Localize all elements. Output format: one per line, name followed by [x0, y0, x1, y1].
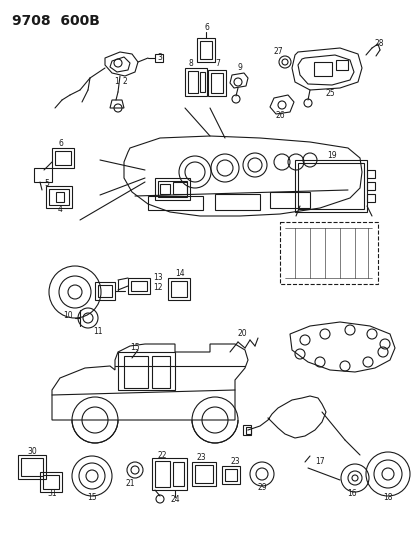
Text: 6: 6 — [58, 140, 63, 149]
Bar — [297, 163, 363, 209]
Bar — [313, 62, 331, 76]
Text: 25: 25 — [324, 90, 334, 99]
Text: 15: 15 — [130, 343, 140, 352]
Bar — [147, 196, 202, 210]
Text: 5: 5 — [44, 180, 49, 189]
Text: 2: 2 — [122, 77, 127, 86]
Bar — [95, 282, 115, 300]
Bar — [49, 189, 69, 205]
Text: 12: 12 — [153, 284, 162, 293]
Bar — [366, 194, 374, 202]
Bar — [46, 186, 72, 208]
Bar — [154, 461, 170, 487]
Bar — [168, 278, 190, 300]
Bar — [18, 455, 46, 479]
Text: 9: 9 — [237, 63, 242, 72]
Bar — [98, 285, 112, 297]
Bar — [40, 472, 62, 492]
Text: 16: 16 — [347, 489, 356, 498]
Bar — [195, 465, 212, 483]
Bar — [128, 278, 150, 294]
Text: 23: 23 — [230, 457, 240, 466]
Bar — [188, 71, 197, 93]
Bar — [173, 182, 187, 194]
Bar — [154, 178, 190, 200]
Bar — [207, 70, 225, 96]
Text: 27: 27 — [273, 47, 282, 56]
Bar — [173, 462, 183, 486]
Bar — [199, 72, 204, 92]
Text: 8: 8 — [188, 60, 193, 69]
Bar — [279, 222, 377, 284]
Bar — [197, 38, 214, 62]
Bar — [366, 170, 374, 178]
Text: 3: 3 — [157, 53, 162, 62]
Text: 29: 29 — [256, 483, 266, 492]
Bar — [21, 458, 43, 476]
Bar — [335, 60, 347, 70]
Bar — [56, 192, 64, 202]
Bar — [199, 41, 211, 59]
Text: 4: 4 — [57, 206, 62, 214]
Bar — [221, 466, 240, 484]
Text: 19: 19 — [326, 151, 336, 160]
Text: 28: 28 — [374, 38, 384, 47]
Text: 31: 31 — [47, 489, 57, 498]
Text: 26: 26 — [275, 111, 284, 120]
Text: 10: 10 — [63, 311, 73, 320]
Text: 6: 6 — [204, 23, 209, 33]
Text: 20: 20 — [237, 329, 246, 338]
Bar — [294, 160, 366, 212]
Text: 24: 24 — [170, 496, 179, 505]
Bar — [154, 54, 163, 62]
Bar — [242, 425, 250, 435]
Text: 15: 15 — [87, 494, 97, 503]
Text: 18: 18 — [382, 494, 392, 503]
Bar — [52, 148, 74, 168]
Text: 17: 17 — [314, 457, 324, 466]
Text: 30: 30 — [27, 448, 37, 456]
Bar — [131, 281, 147, 291]
Bar — [34, 168, 52, 182]
Bar — [245, 427, 250, 434]
Text: 7: 7 — [215, 60, 220, 69]
Text: 11: 11 — [93, 327, 102, 336]
Bar — [171, 281, 187, 297]
Bar — [366, 182, 374, 190]
Bar — [269, 192, 309, 208]
Bar — [185, 68, 206, 96]
Bar — [158, 181, 187, 197]
Text: 14: 14 — [175, 269, 184, 278]
Text: 22: 22 — [157, 450, 166, 459]
Bar — [152, 458, 187, 490]
Bar — [118, 352, 175, 390]
Bar — [159, 184, 170, 194]
Text: 13: 13 — [153, 273, 162, 282]
Bar — [152, 356, 170, 388]
Text: 1: 1 — [114, 77, 119, 86]
Bar — [224, 469, 236, 481]
Bar — [214, 194, 259, 210]
Bar — [192, 462, 216, 486]
Bar — [55, 151, 71, 165]
Bar — [211, 73, 223, 93]
Text: 9708  600B: 9708 600B — [12, 14, 100, 28]
Bar — [43, 475, 59, 489]
Text: 23: 23 — [196, 454, 205, 463]
Bar — [124, 356, 147, 388]
Text: 21: 21 — [125, 480, 134, 489]
